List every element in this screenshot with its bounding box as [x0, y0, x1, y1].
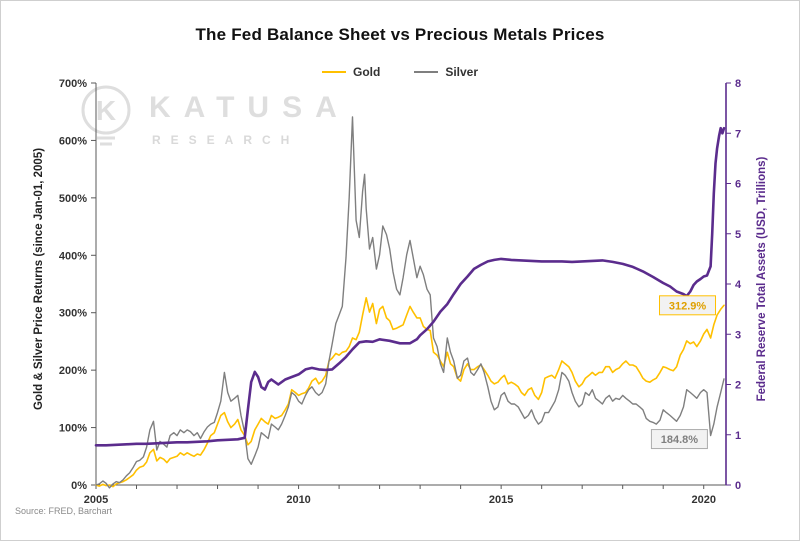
- right-tick-label: 8: [735, 78, 741, 90]
- left-axis-title: Gold & Silver Price Returns (since Jan-0…: [33, 147, 45, 411]
- left-tick-label: 300%: [59, 308, 87, 320]
- right-tick-label: 4: [735, 279, 742, 291]
- left-tick-label: 200%: [59, 365, 87, 377]
- legend-item-silver: Silver: [414, 65, 478, 79]
- legend: Gold Silver: [1, 65, 799, 79]
- right-tick-label: 7: [735, 128, 741, 140]
- left-tick-label: 0%: [71, 480, 87, 492]
- right-tick-label: 0: [735, 480, 741, 492]
- left-tick-label: 600%: [59, 135, 87, 147]
- x-tick-label: 2010: [286, 494, 310, 506]
- chart-title: The Fed Balance Sheet vs Precious Metals…: [195, 25, 605, 44]
- silver-line-swatch: [414, 71, 439, 73]
- annotation-box: [650, 429, 708, 450]
- x-tick-label: 2005: [84, 494, 108, 506]
- left-tick-label: 100%: [59, 423, 87, 435]
- right-tick-label: 1: [735, 430, 741, 442]
- legend-label-gold: Gold: [352, 65, 381, 79]
- left-tick-label: 700%: [59, 78, 87, 90]
- source-note: Source: FRED, Barchart: [15, 506, 113, 516]
- right-tick-label: 2: [735, 380, 741, 392]
- series-gold: [95, 296, 725, 488]
- series-silver: [95, 116, 725, 489]
- right-tick-label: 5: [735, 229, 741, 241]
- annotation-label: 312.9%: [669, 300, 707, 312]
- legend-label-silver: Silver: [445, 65, 479, 79]
- right-tick-label: 3: [735, 329, 741, 341]
- legend-item-gold: Gold: [321, 65, 381, 79]
- annotation-box: [659, 295, 717, 316]
- gold-line-swatch: [321, 71, 346, 73]
- left-tick-label: 500%: [59, 193, 87, 205]
- series-fed-balance-sheet: [94, 126, 726, 447]
- x-tick-label: 2015: [489, 494, 513, 506]
- x-tick-label: 2020: [691, 494, 715, 506]
- annotation-label: 184.8%: [661, 434, 699, 446]
- right-axis-title: Federal Reserve Total Assets (USD, Trill…: [756, 156, 768, 402]
- left-tick-label: 400%: [59, 250, 87, 262]
- right-tick-label: 6: [735, 179, 741, 191]
